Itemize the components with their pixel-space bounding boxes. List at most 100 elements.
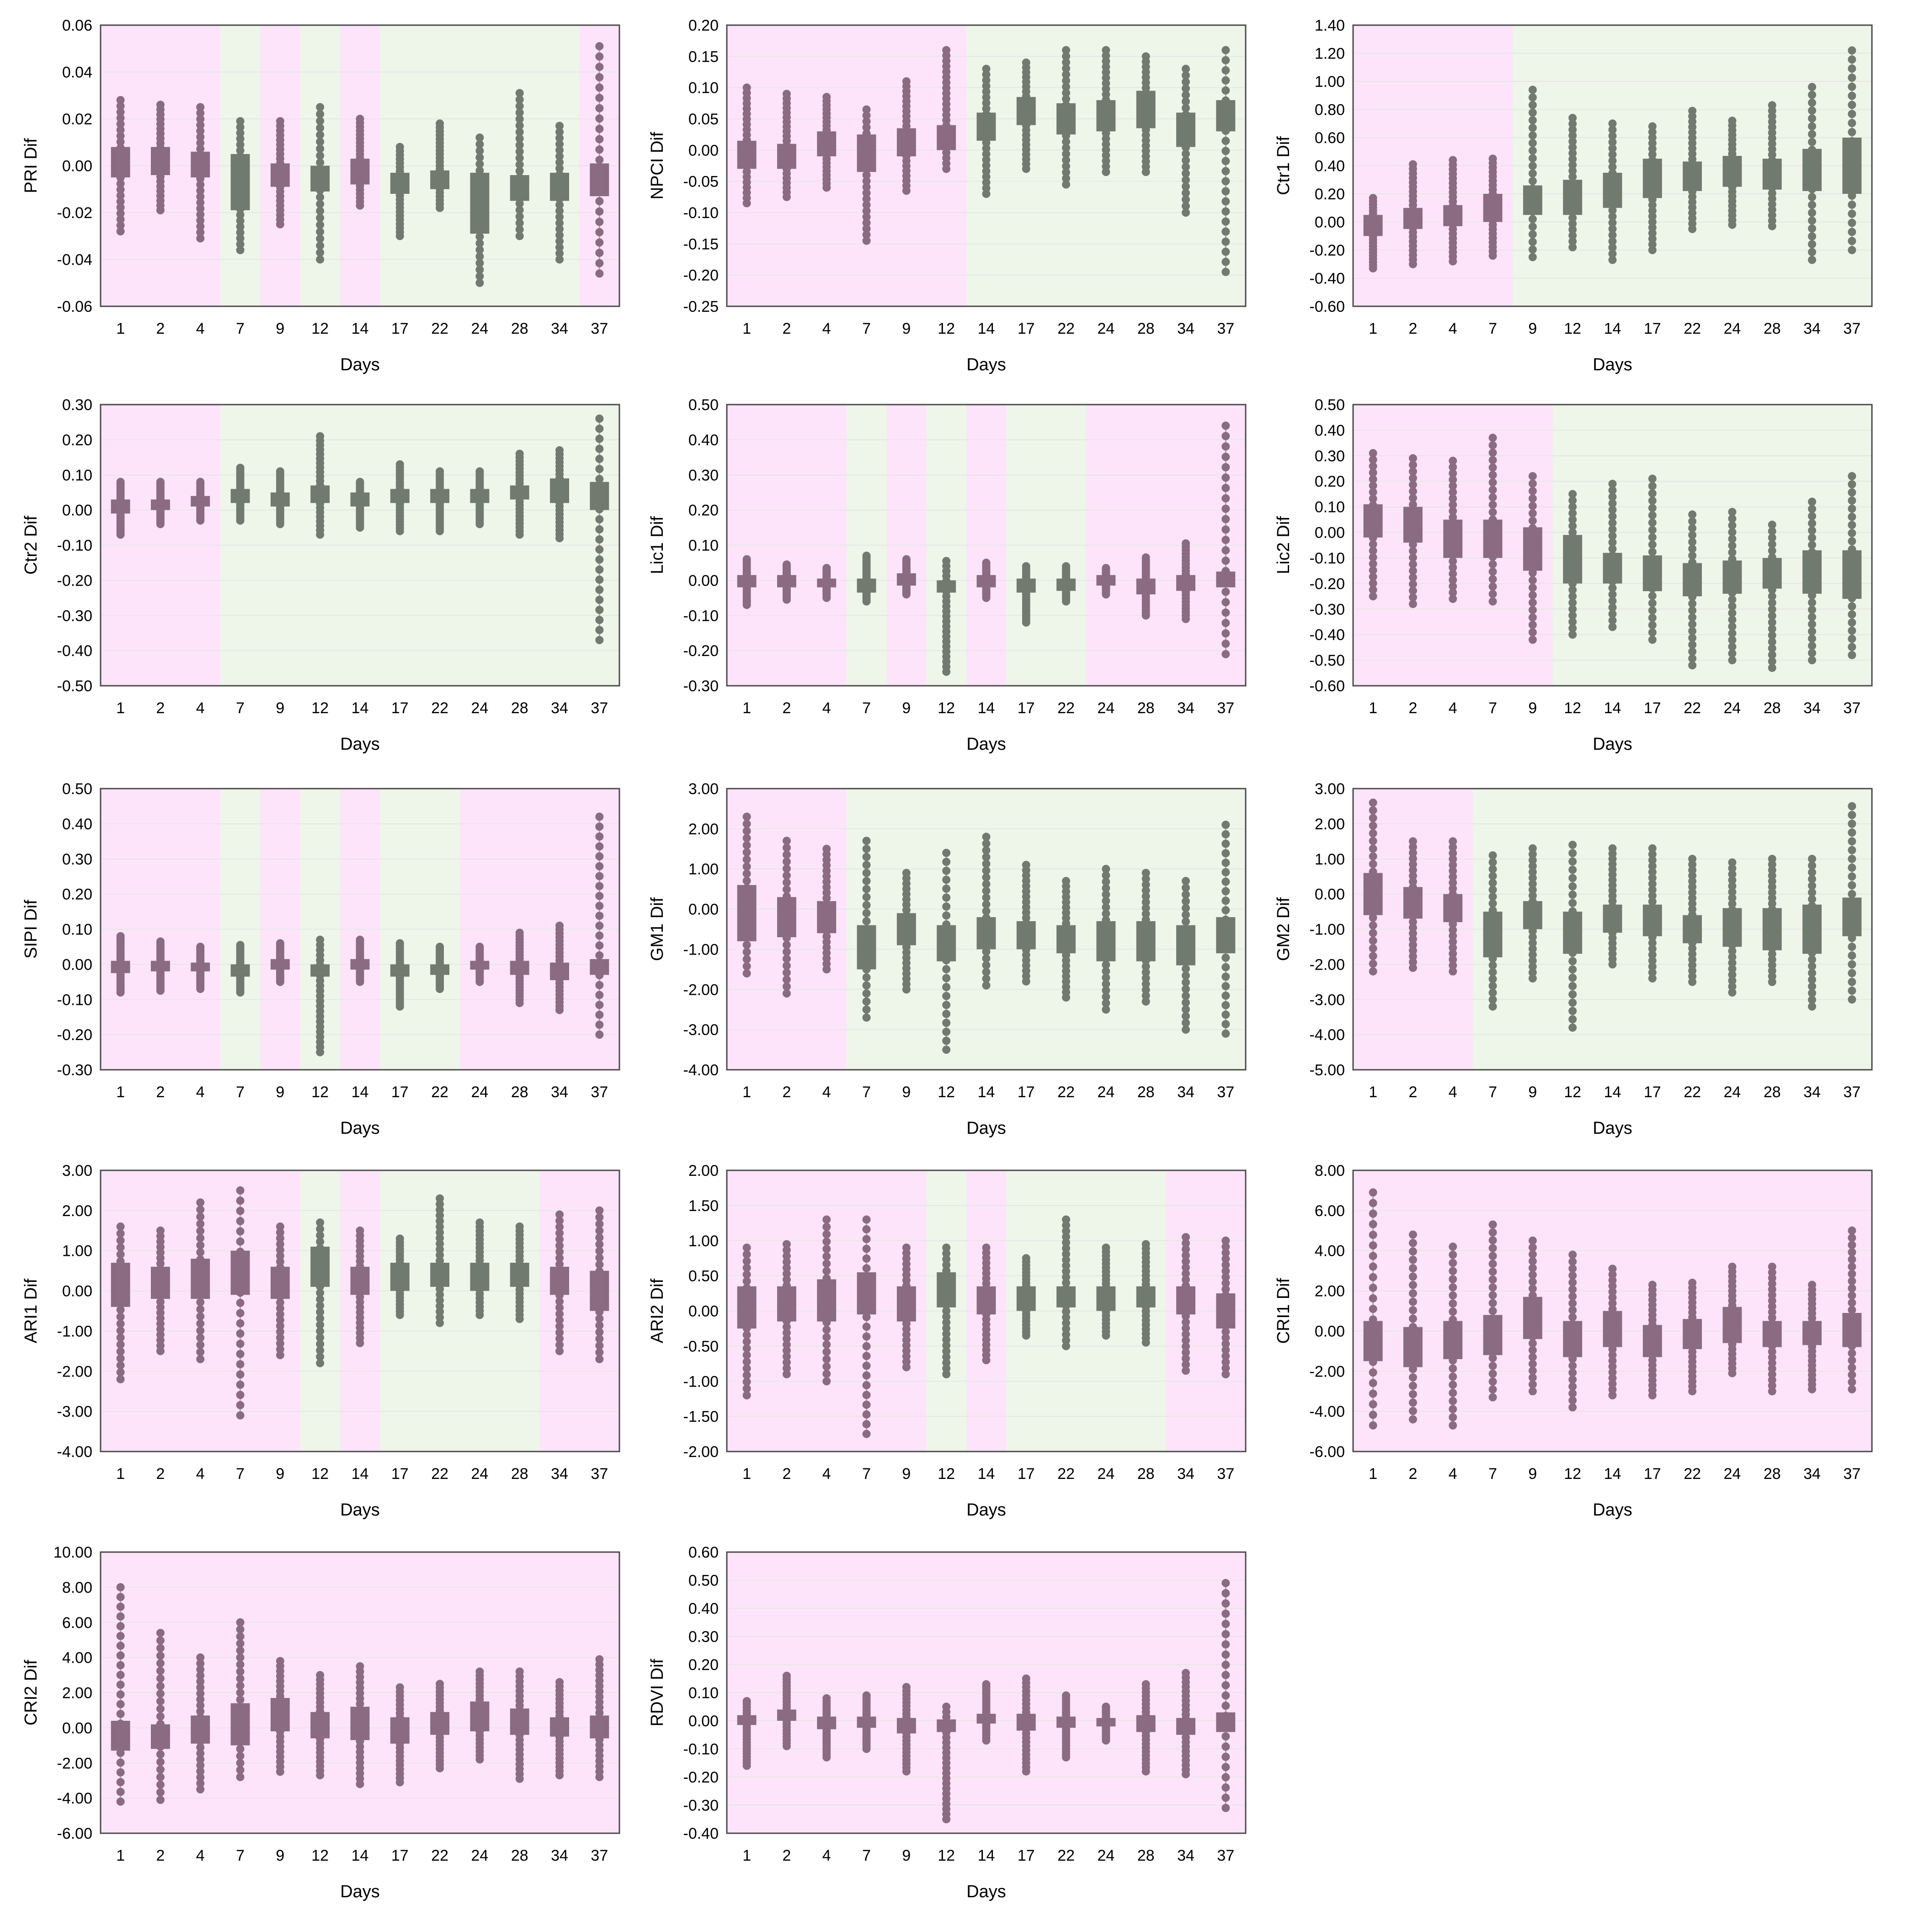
chart-svg: 0.500.400.300.200.100.00-0.10-0.20-0.301…: [21, 780, 620, 1138]
x-tick-label: 37: [591, 320, 608, 337]
observation-dot: [116, 191, 125, 200]
observation-dot: [862, 171, 871, 179]
observation-dot: [1528, 880, 1537, 888]
observation-dot: [1568, 973, 1577, 982]
observation-dot: [782, 968, 791, 977]
observation-dot: [1648, 526, 1657, 534]
observation-dot: [1102, 999, 1110, 1008]
x-axis-title: Days: [340, 735, 380, 754]
x-tick-label: 9: [276, 320, 284, 337]
observation-dot: [1688, 531, 1697, 539]
observation-dot: [1369, 455, 1377, 464]
x-tick-label: 4: [196, 699, 205, 717]
observation-dot: [742, 1277, 751, 1286]
observation-dot: [1182, 1012, 1190, 1020]
observation-dot: [1528, 635, 1537, 644]
observation-dot: [982, 161, 991, 170]
observation-dot: [742, 1761, 751, 1770]
observation-dot: [156, 1697, 165, 1706]
observation-dot: [1488, 597, 1497, 606]
x-tick-label: 14: [352, 699, 369, 717]
box-17: [390, 172, 410, 194]
observation-dot: [1848, 529, 1856, 538]
observation-dot: [1102, 980, 1110, 988]
observation-dot: [1369, 936, 1377, 945]
x-tick-label: 22: [1057, 1083, 1075, 1101]
observation-dot: [316, 1301, 325, 1310]
x-tick-label: 7: [1488, 699, 1497, 717]
observation-dot: [1062, 82, 1071, 91]
observation-dot: [942, 1313, 951, 1321]
observation-dot: [555, 237, 564, 246]
observation-dot: [1221, 535, 1230, 544]
box-34: [550, 962, 569, 980]
x-tick-label: 14: [1604, 320, 1621, 337]
observation-dot: [236, 117, 245, 126]
observation-dot: [436, 1251, 444, 1260]
box-37: [590, 1270, 609, 1311]
observation-dot: [1221, 849, 1230, 858]
y-tick-label: -6.00: [57, 1825, 93, 1842]
observation-dot: [515, 141, 524, 149]
y-tick-label: -0.10: [57, 537, 93, 555]
observation-dot: [1369, 913, 1377, 922]
box-7: [230, 489, 250, 503]
observation-dot: [1449, 488, 1457, 496]
observation-dot: [1062, 1330, 1071, 1339]
observation-dot: [595, 464, 604, 473]
observation-dot: [116, 1354, 125, 1363]
observation-dot: [862, 853, 871, 861]
observation-dot: [1449, 837, 1457, 846]
observation-dot: [196, 1334, 205, 1342]
observation-dot: [1062, 993, 1071, 1002]
box-2: [151, 1266, 170, 1299]
observation-dot: [1221, 1352, 1230, 1361]
observation-dot: [1182, 1025, 1190, 1034]
observation-dot: [236, 1227, 245, 1236]
observation-dot: [555, 255, 564, 264]
observation-dot: [1408, 918, 1417, 926]
box-34: [1802, 149, 1822, 191]
observation-dot: [555, 1316, 564, 1324]
observation-dot: [1848, 488, 1856, 497]
observation-dot: [742, 1357, 751, 1366]
x-tick-label: 24: [471, 320, 489, 337]
observation-dot: [595, 882, 604, 891]
observation-dot: [116, 1361, 125, 1370]
chart-panel-4: 0.30 0.20 0.10 0.00 -0.10 -0.20 -0.30 -0.40 -0.5…: [0, 379, 631, 759]
observation-dot: [1449, 588, 1457, 597]
observation-dot: [1488, 1260, 1497, 1268]
observation-dot: [595, 565, 604, 574]
observation-dot: [1369, 844, 1377, 853]
observation-dot: [555, 200, 564, 209]
observation-dot: [1408, 877, 1417, 886]
observation-dot: [595, 424, 604, 433]
observation-dot: [1221, 821, 1230, 829]
x-tick-label: 7: [236, 699, 245, 717]
observation-dot: [196, 1355, 205, 1363]
observation-dot: [1449, 949, 1457, 958]
observation-dot: [1408, 866, 1417, 875]
observation-dot: [1528, 620, 1537, 629]
observation-dot: [1369, 1199, 1377, 1207]
observation-dot: [1528, 502, 1537, 510]
observation-dot: [822, 1244, 831, 1253]
observation-dot: [1688, 977, 1697, 986]
observation-dot: [276, 1345, 284, 1354]
observation-dot: [1608, 1356, 1617, 1365]
observation-dot: [742, 1337, 751, 1346]
observation-dot: [595, 207, 604, 216]
observation-dot: [902, 590, 911, 599]
observation-dot: [1768, 1359, 1776, 1367]
x-tick-label: 14: [1604, 1465, 1621, 1483]
observation-dot: [436, 1764, 444, 1772]
x-tick-label: 4: [1449, 1083, 1457, 1101]
observation-dot: [1848, 496, 1856, 505]
observation-dot: [196, 1659, 205, 1668]
observation-dot: [1808, 634, 1817, 643]
observation-dot: [436, 1296, 444, 1305]
observation-dot: [742, 1364, 751, 1373]
observation-dot: [1808, 216, 1817, 225]
observation-dot: [982, 880, 991, 888]
observation-dot: [1182, 104, 1190, 112]
